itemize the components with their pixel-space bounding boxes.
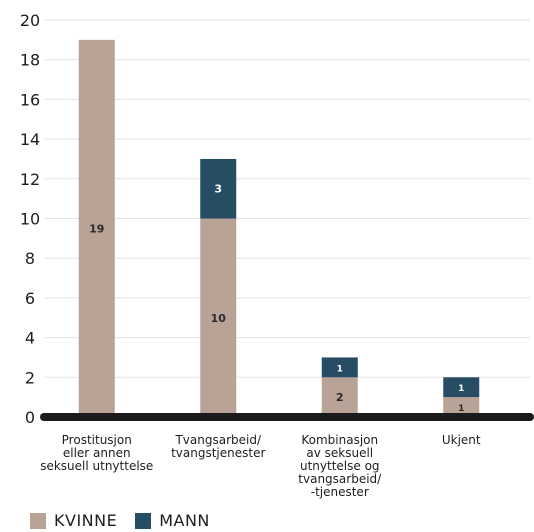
data-label-mann-2: 1	[337, 364, 343, 374]
x-axis-category-labels: Prostitusjon eller annen seksuell utnyttel…	[40, 433, 481, 499]
bar-kvinne-0	[78, 39, 115, 417]
gridlines	[44, 19, 530, 378]
y-tick-label: 20	[20, 11, 40, 30]
bar-mann-1	[200, 158, 237, 219]
y-tick-label: 14	[20, 130, 40, 149]
data-label-mann-3: 1	[458, 384, 464, 394]
y-tick-label: 4	[25, 329, 35, 348]
x-category-label: Ukjent	[442, 433, 481, 447]
legend-swatch-mann	[135, 512, 152, 529]
bars: 19 10 3 2 1 1 1	[78, 39, 480, 417]
y-tick-label: 12	[20, 170, 40, 189]
x-category-label: Tvangsarbeid/tvangstjenester	[171, 433, 265, 460]
stacked-bar-chart: 0 2 4 6 8 10 12 14 16 18 20 19 10 3 2 1 1 1 Prostitusjon…	[20, 11, 534, 499]
x-category-label: Kombinasjon av seksuell utnyttelse og tvang…	[298, 433, 382, 499]
data-label-kvinne-3: 1	[458, 404, 464, 414]
legend-item-kvinne: KVINNE	[30, 511, 117, 530]
y-tick-label: 10	[20, 210, 40, 229]
legend-swatch-kvinne	[30, 512, 46, 529]
y-axis-tick-labels: 0 2 4 6 8 10 12 14 16 18 20	[20, 11, 40, 427]
bar-kvinne-1	[200, 218, 237, 417]
bar-kvinne-3	[443, 397, 480, 417]
y-tick-label: 18	[20, 51, 40, 70]
bar-mann-3	[443, 377, 480, 398]
data-label-kvinne-1: 10	[211, 312, 227, 325]
data-label-kvinne-0: 19	[89, 222, 104, 235]
data-label-kvinne-2: 2	[336, 391, 344, 404]
y-tick-label: 2	[25, 368, 35, 387]
bar-kvinne-2	[321, 377, 358, 417]
legend-label-kvinne: KVINNE	[54, 511, 118, 530]
bar-mann-2	[321, 357, 358, 378]
y-tick-label: 6	[25, 289, 35, 308]
y-tick-label: 0	[25, 408, 35, 427]
data-label-mann-1: 3	[214, 183, 222, 196]
y-tick-label: 8	[25, 249, 35, 268]
legend-item-mann: MANN	[135, 511, 210, 530]
x-category-label: Prostitusjon eller annen seksuell utnyttel…	[40, 433, 153, 473]
legend-label-mann: MANN	[159, 511, 210, 530]
legend: KVINNE MANN	[30, 511, 218, 530]
y-tick-label: 16	[20, 90, 40, 109]
